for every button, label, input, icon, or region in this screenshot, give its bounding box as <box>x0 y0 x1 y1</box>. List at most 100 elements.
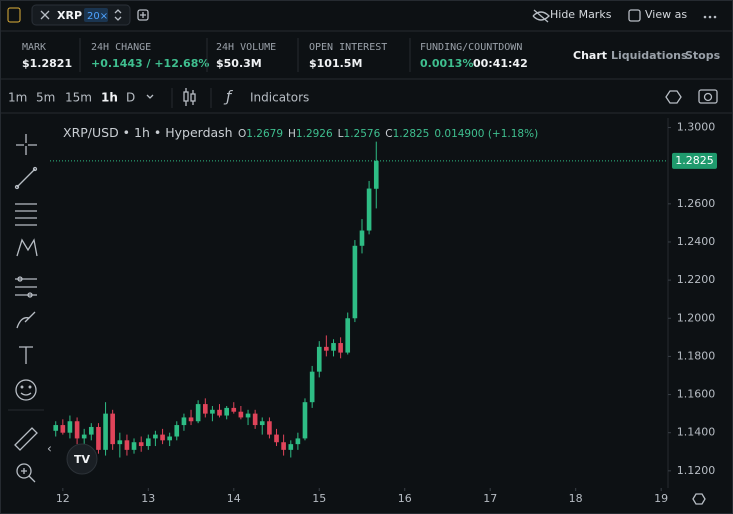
candle-body <box>345 318 351 353</box>
ohlc-value: 1.2825 <box>393 128 430 140</box>
candle-body <box>238 411 244 418</box>
y-tick-label: 1.2600 <box>677 197 716 210</box>
x-tick-label: 17 <box>483 492 497 505</box>
stat-value: 0.0013% <box>420 57 473 70</box>
x-tick-label: 12 <box>56 492 70 505</box>
candle-body <box>117 440 123 445</box>
candle-body <box>259 421 265 426</box>
stat-label: 24H VOLUME <box>216 42 276 53</box>
candle-body <box>181 417 187 426</box>
ohlc-value: 1.2576 <box>344 128 381 140</box>
candle-body <box>316 346 322 372</box>
candle-body <box>110 413 115 445</box>
candle-body <box>131 442 137 450</box>
plot-area: 1.3000 1.2600 1.2400 1.2200 1.2000 1.1800 1.16… <box>50 121 717 505</box>
candle-body <box>288 444 294 450</box>
sort-icon[interactable] <box>114 9 122 21</box>
collapse-arrow[interactable]: ‹ <box>47 442 52 456</box>
hide-marks[interactable]: Hide Marks <box>550 8 612 21</box>
y-tick-label: 1.1600 <box>677 388 716 401</box>
ohlc-key: H <box>288 128 296 140</box>
candle-body <box>231 407 237 412</box>
tab-active[interactable]: Chart <box>573 49 607 62</box>
view-as-icon[interactable] <box>628 9 641 22</box>
settings-icon[interactable] <box>665 90 682 104</box>
add-plus <box>140 12 146 18</box>
x-tick-label: 19 <box>654 492 668 505</box>
x-tick-label: 18 <box>569 492 583 505</box>
fx-icon[interactable]: ƒ <box>223 88 233 106</box>
stat-value: $1.2821 <box>22 57 72 70</box>
candle-body <box>88 426 94 435</box>
x-tick-label: 16 <box>398 492 412 505</box>
xrp-icon <box>40 10 50 20</box>
candle-body <box>217 409 222 416</box>
app-icon[interactable] <box>7 7 21 23</box>
candle-body <box>202 404 208 414</box>
camera-icon[interactable] <box>698 89 718 104</box>
interval[interactable]: 5m <box>36 91 55 105</box>
y-tick-label: 1.3000 <box>677 121 716 134</box>
axis-settings[interactable] <box>692 493 706 505</box>
add-icon[interactable] <box>137 9 149 21</box>
leverage: 20× <box>87 11 108 22</box>
candle-body <box>324 346 329 351</box>
stat-label: MARK <box>22 42 46 53</box>
candle-body <box>274 434 279 443</box>
camera-lens <box>703 92 713 102</box>
chart-type-icon[interactable] <box>183 88 196 106</box>
tab[interactable]: Stops <box>685 49 721 62</box>
ohlc-value: 1.2679 <box>246 128 283 140</box>
candle-body <box>295 438 301 445</box>
stats-row: MARK $1.2821 24H CHANGE +0.1443 / +12.68% 24… <box>22 42 528 70</box>
interval-active[interactable]: 1h <box>101 91 118 105</box>
candle-body <box>210 409 215 414</box>
candle-body <box>145 438 151 447</box>
x-tick-label: 15 <box>312 492 326 505</box>
tradingview-logo[interactable] <box>66 443 98 475</box>
candle-body <box>67 421 73 433</box>
interval-menu[interactable] <box>146 94 154 99</box>
stat-label: 24H CHANGE <box>91 42 151 53</box>
ohlc-key: O <box>238 128 246 140</box>
indicators[interactable]: Indicators <box>250 91 309 105</box>
hide-marks-icon[interactable] <box>532 9 550 23</box>
view-as[interactable]: View as <box>645 8 687 21</box>
candle-body <box>74 421 80 439</box>
candle-body <box>188 417 194 422</box>
stat-label: OPEN INTEREST <box>309 42 387 53</box>
last-price-label: 1.2825 <box>675 154 714 167</box>
candle-body <box>352 245 358 319</box>
candle-body <box>81 434 87 439</box>
candle-body <box>309 371 315 403</box>
y-tick-label: 1.1400 <box>677 426 716 439</box>
tab[interactable]: Liquidations <box>611 49 688 62</box>
change: 0.014900 (+1.18%) <box>434 128 538 140</box>
candle-body <box>60 425 66 433</box>
candle-body <box>96 426 101 450</box>
y-tick-label: 1.2400 <box>677 235 716 248</box>
more-menu[interactable] <box>703 15 717 19</box>
leverage-badge <box>84 8 108 22</box>
legend: XRP/USD • 1h • Hyperdash <box>63 125 233 140</box>
candle-body <box>153 434 158 439</box>
candle-body <box>267 421 272 435</box>
candle-body <box>160 434 165 441</box>
stat-value: +0.1443 / +12.68% <box>91 57 209 70</box>
interval[interactable]: 1m <box>8 91 27 105</box>
candle-body <box>174 425 180 437</box>
logo-mark: TV <box>74 453 91 466</box>
interval[interactable]: D <box>126 91 135 105</box>
last-price-badge <box>672 152 717 169</box>
candle-body <box>302 402 308 439</box>
drawing-tools[interactable] <box>14 134 38 483</box>
y-tick-label: 1.2000 <box>677 311 716 324</box>
ohlc-value: 1.2926 <box>296 128 333 140</box>
candle-body <box>366 188 372 231</box>
candle-body <box>103 413 108 450</box>
ohlc-key: L <box>338 128 344 140</box>
candle-body <box>138 442 144 447</box>
interval[interactable]: 15m <box>65 91 92 105</box>
